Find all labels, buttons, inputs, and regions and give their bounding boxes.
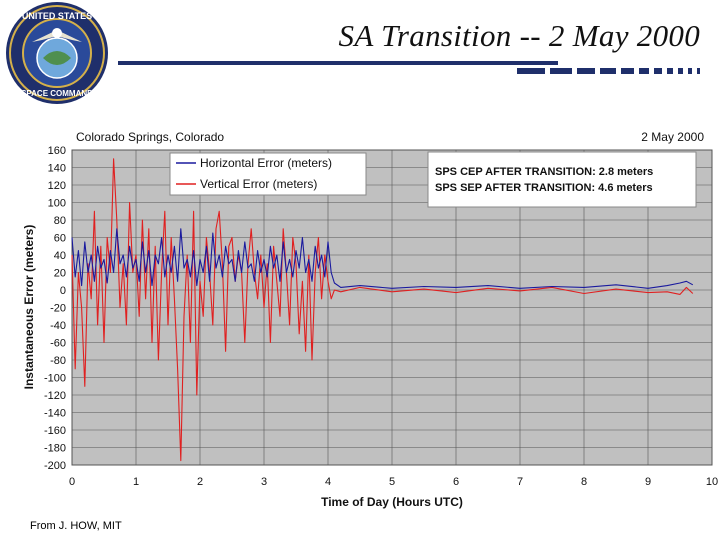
- x-tick-label: 3: [261, 476, 267, 488]
- y-tick-label: -100: [44, 373, 66, 385]
- y-tick-label: 60: [54, 233, 66, 245]
- series-line-horizontal-error: [71, 228, 694, 289]
- chart-location: Colorado Springs, Colorado: [76, 130, 224, 144]
- x-tick-label: 5: [389, 476, 395, 488]
- legend: Horizontal Error (meters) Vertical Error…: [169, 152, 367, 196]
- logo-top-text: UNITED STATES: [22, 11, 92, 21]
- y-tick-label: -120: [44, 390, 66, 402]
- y-tick-label: -80: [50, 355, 66, 367]
- x-tick-label: 6: [453, 476, 459, 488]
- y-tick-label: 160: [48, 145, 66, 157]
- y-tick-label: -200: [44, 460, 66, 472]
- y-tick-label: -20: [50, 303, 66, 315]
- title-rule: [118, 61, 700, 74]
- space-command-logo: UNITED STATES SPACE COMMAND: [6, 2, 108, 104]
- series-line-vertical-error: [71, 158, 694, 462]
- logo-bottom-text: SPACE COMMAND: [21, 89, 93, 98]
- x-tick-label: 2: [197, 476, 203, 488]
- y-tick-label: -60: [50, 338, 66, 350]
- y-tick-label: 0: [60, 285, 66, 297]
- y-tick-label: -160: [44, 425, 66, 437]
- tick-layer: 160140120100806040200-20-40-60-80-100-12…: [44, 145, 718, 488]
- x-tick-label: 0: [69, 476, 75, 488]
- y-tick-label: -180: [44, 443, 66, 455]
- y-tick-label: 80: [54, 215, 66, 227]
- x-tick-label: 10: [706, 476, 718, 488]
- y-axis-label: Instantaneous Error (meters): [22, 225, 36, 390]
- y-tick-label: 20: [54, 268, 66, 280]
- y-tick-label: -140: [44, 408, 66, 420]
- x-tick-label: 7: [517, 476, 523, 488]
- x-tick-label: 1: [133, 476, 139, 488]
- x-tick-label: 8: [581, 476, 587, 488]
- y-tick-label: 40: [54, 250, 66, 262]
- y-tick-label: -40: [50, 320, 66, 332]
- chart-date: 2 May 2000: [641, 130, 704, 144]
- annotation-box: SPS CEP AFTER TRANSITION: 2.8 meters SPS…: [427, 151, 697, 208]
- legend-label-horizontal: Horizontal Error (meters): [200, 156, 332, 170]
- slide-title: SA Transition -- 2 May 2000: [338, 18, 700, 53]
- annotation-sep: SPS SEP AFTER TRANSITION: 4.6 meters: [435, 182, 653, 194]
- series-layer: [71, 158, 694, 462]
- source-credit: From J. HOW, MIT: [30, 520, 122, 532]
- annotation-cep: SPS CEP AFTER TRANSITION: 2.8 meters: [435, 166, 653, 178]
- y-tick-label: 120: [48, 180, 66, 192]
- x-tick-label: 9: [645, 476, 651, 488]
- y-tick-label: 140: [48, 163, 66, 175]
- y-tick-label: 100: [48, 198, 66, 210]
- legend-label-vertical: Vertical Error (meters): [200, 177, 317, 191]
- x-axis-label: Time of Day (Hours UTC): [321, 495, 463, 509]
- x-tick-label: 4: [325, 476, 331, 488]
